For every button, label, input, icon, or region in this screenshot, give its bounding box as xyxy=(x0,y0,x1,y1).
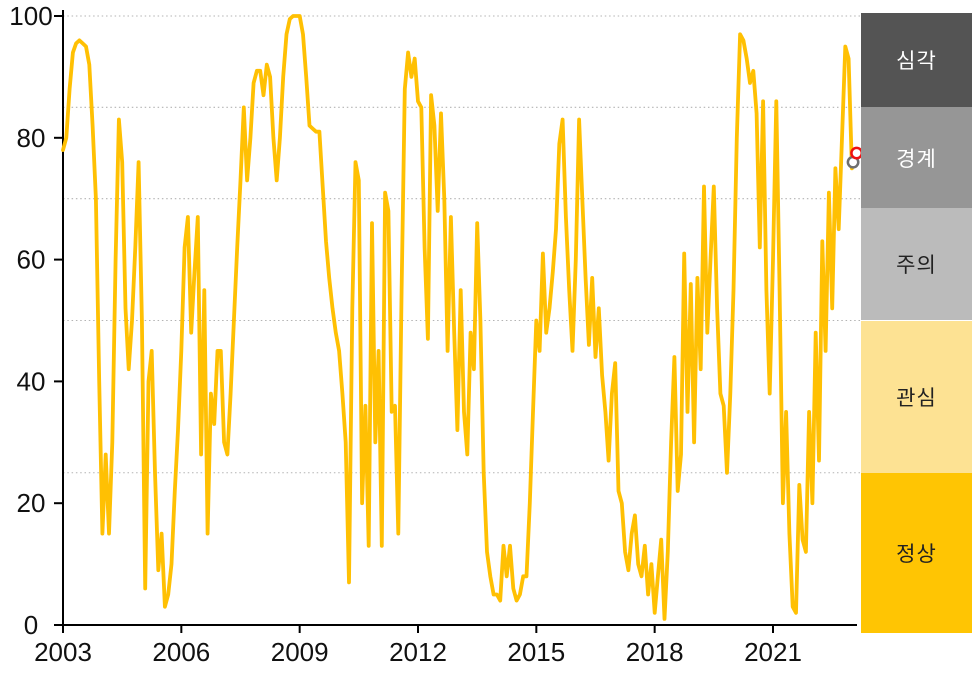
y-tick-label: 100 xyxy=(9,1,52,31)
x-tick-label: 2012 xyxy=(389,637,447,667)
x-tick-label: 2003 xyxy=(34,637,92,667)
risk-band-label-watch: 관심 xyxy=(896,386,937,410)
x-tick-label: 2009 xyxy=(271,637,329,667)
x-tick-label: 2021 xyxy=(744,637,802,667)
risk-band-label-normal: 정상 xyxy=(896,542,937,566)
risk-band-caution: 주의 xyxy=(861,207,972,321)
risk-band-watch: 관심 xyxy=(861,320,972,473)
y-tick-label: 20 xyxy=(17,488,46,518)
y-tick-label: 60 xyxy=(17,245,46,275)
risk-band-label-caution: 주의 xyxy=(896,254,937,278)
risk-band-label-alert: 경계 xyxy=(896,147,937,171)
risk-band-label-severe: 심각 xyxy=(896,50,937,74)
risk-band-alert: 경계 xyxy=(861,107,972,208)
x-tick-label: 2015 xyxy=(507,637,565,667)
y-tick-label: 40 xyxy=(17,366,46,396)
x-tick-label: 2006 xyxy=(152,637,210,667)
risk-band-severe: 심각 xyxy=(861,13,972,108)
x-tick-label: 2018 xyxy=(626,637,684,667)
y-tick-label: 80 xyxy=(17,123,46,153)
y-tick-label: 0 xyxy=(24,610,38,640)
series-line-risk-index xyxy=(61,14,854,621)
risk-band-normal: 정상 xyxy=(861,472,972,633)
